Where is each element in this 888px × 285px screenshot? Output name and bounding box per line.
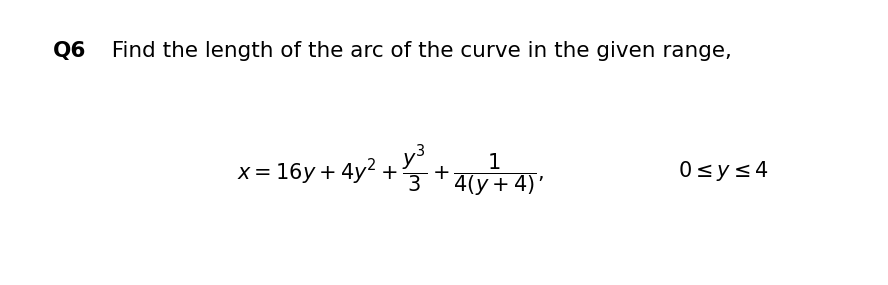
Text: $0 \leq y \leq 4$: $0 \leq y \leq 4$ xyxy=(678,159,769,183)
Text: $x = 16y + 4y^2 + \dfrac{y^3}{3} + \dfrac{1}{4(y+4)},$: $x = 16y + 4y^2 + \dfrac{y^3}{3} + \dfra… xyxy=(237,143,544,199)
Text: Find the length of the arc of the curve in the given range,: Find the length of the arc of the curve … xyxy=(98,41,732,61)
Text: Q6: Q6 xyxy=(53,41,87,61)
